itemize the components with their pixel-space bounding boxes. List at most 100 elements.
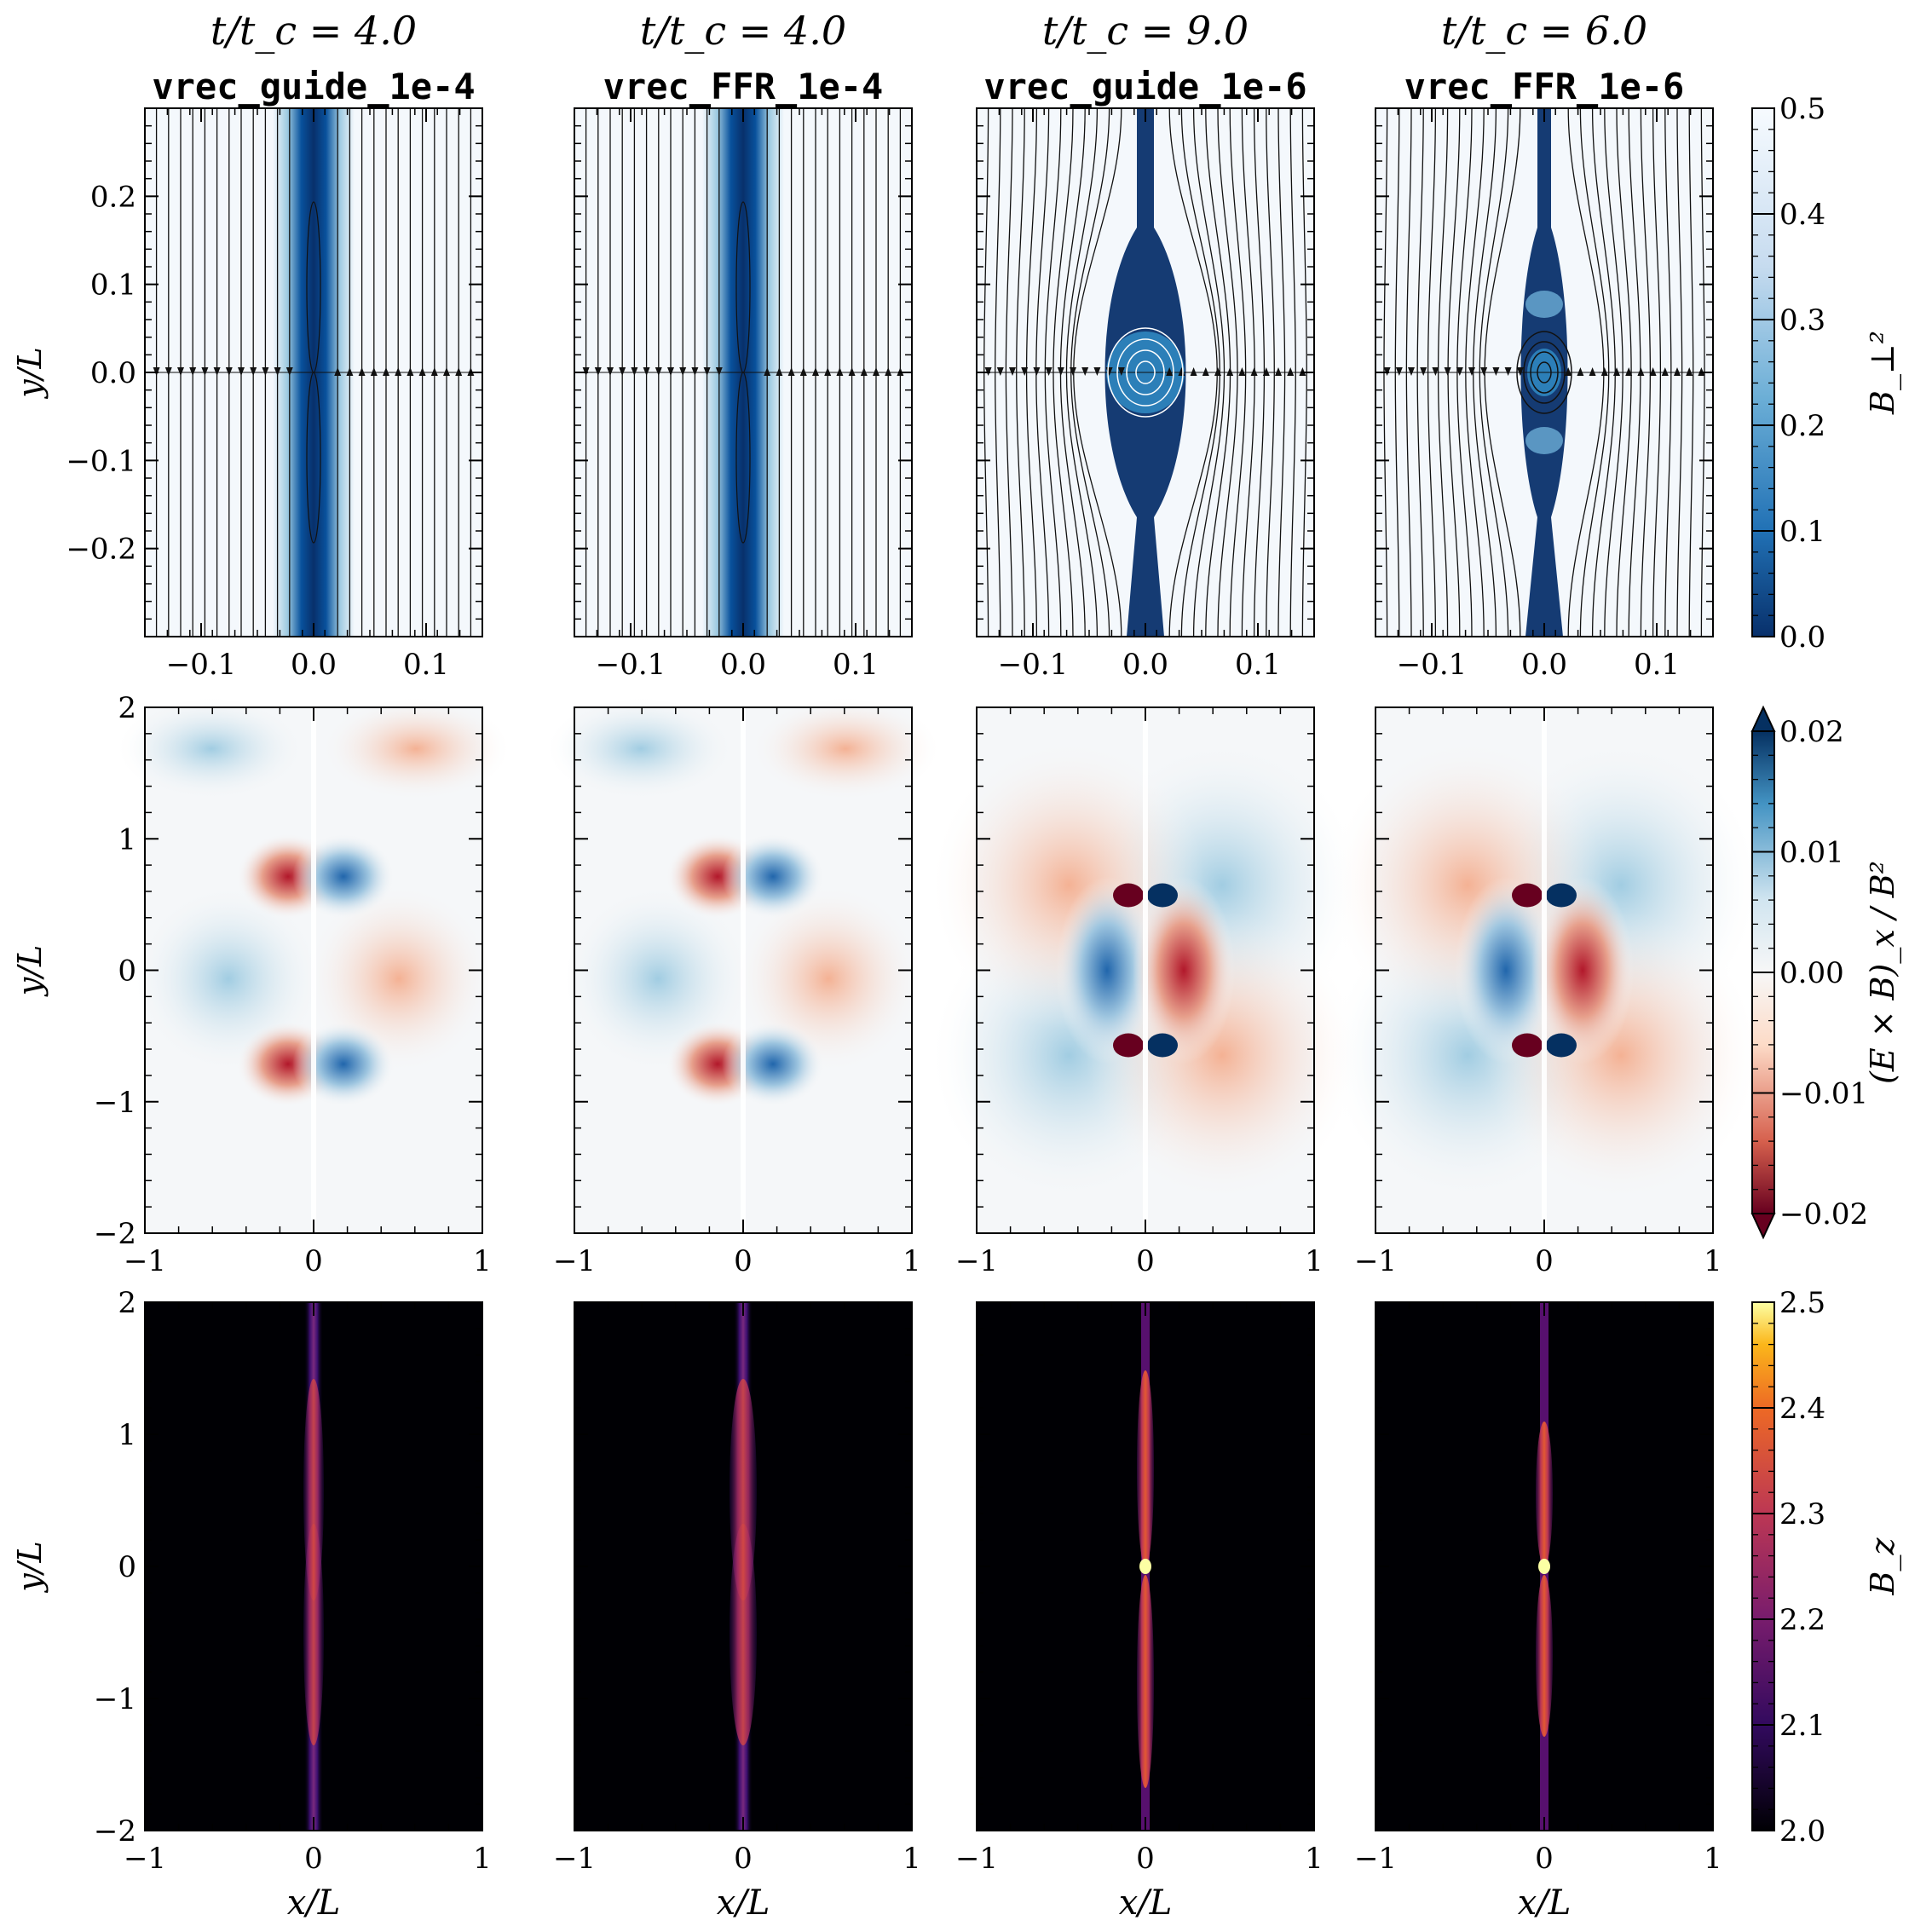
island-loop xyxy=(1530,351,1559,394)
x-tick-label: 0 xyxy=(304,1244,323,1278)
colorbar-tick-label: 0.3 xyxy=(1779,303,1825,337)
x-axis-label: x/L xyxy=(1119,1883,1173,1923)
x-tick-label: 1 xyxy=(1704,1842,1722,1876)
plasmoid xyxy=(1139,1559,1151,1574)
x-axis-label: x/L xyxy=(717,1883,770,1923)
colorbar-tick-label: 2.4 xyxy=(1779,1392,1825,1426)
island-loop xyxy=(1523,341,1566,404)
y-tick-label: 0.1 xyxy=(90,268,136,303)
panel-row3-col3: −1 0 1 x/L xyxy=(955,1301,1324,1923)
field-arrow xyxy=(824,367,832,376)
field-arrow xyxy=(764,367,771,376)
x-tick-label: −0.1 xyxy=(1397,648,1468,682)
y-tick-label: −0.1 xyxy=(66,444,136,478)
panel-row2-col3: −1 0 1 xyxy=(932,706,1358,1278)
field-arrow xyxy=(1045,367,1053,376)
x-tick-label: 0.1 xyxy=(1235,648,1281,682)
island-loop xyxy=(1116,338,1174,407)
x-tick-label: −1 xyxy=(553,1842,596,1876)
y-tick-label: −1 xyxy=(94,1682,136,1716)
field-arrow xyxy=(996,367,1004,376)
field-arrow xyxy=(346,367,354,376)
x-tick-label: 0.1 xyxy=(403,648,449,682)
field-arrow xyxy=(1238,367,1246,376)
column-run-title: vrec_FFR_1e-4 xyxy=(603,66,884,107)
field-arrow xyxy=(1262,367,1270,376)
field-arrow xyxy=(164,367,172,376)
y-axis-label: y/L xyxy=(11,945,49,998)
field-arrow xyxy=(885,367,892,376)
field-arrow xyxy=(1081,367,1089,376)
x-tick-label: 0.0 xyxy=(291,648,337,682)
field-arrow xyxy=(1686,367,1693,376)
colorbar-tick-label: 0.00 xyxy=(1779,956,1844,990)
x-tick-label: 1 xyxy=(1305,1244,1324,1278)
colorbar-tick-label: 0.4 xyxy=(1779,198,1825,232)
colorbar-tick-label: 2.3 xyxy=(1779,1497,1825,1531)
y-tick-label: −1 xyxy=(94,1086,136,1120)
field-arrow xyxy=(455,367,463,376)
x-tick-label: 0 xyxy=(1535,1842,1554,1876)
field-arrow xyxy=(1504,367,1512,376)
colorbar-tick-label: 2.1 xyxy=(1779,1709,1825,1743)
field-arrow xyxy=(189,367,197,376)
x-tick-label: 1 xyxy=(1305,1842,1324,1876)
field-arrow xyxy=(1613,367,1620,376)
x-tick-label: 1 xyxy=(473,1244,492,1278)
field-arrow xyxy=(1649,367,1657,376)
colorbar-tick-label: 0.01 xyxy=(1779,836,1844,870)
y-tick-label: −2 xyxy=(94,1217,136,1251)
field-arrow xyxy=(274,367,281,376)
field-arrow xyxy=(1480,367,1488,376)
x-tick-label: 0.0 xyxy=(720,648,766,682)
panel-row1-col2: −0.1 0.0 0.1 xyxy=(574,107,913,682)
panel-row3-col2: −1 0 1 x/L xyxy=(553,1301,921,1923)
column-time-title: t/t_c = 4.0 xyxy=(211,8,417,54)
colorbar-label: B_⊥² xyxy=(1864,331,1902,415)
island-loop xyxy=(1537,361,1552,384)
field-arrow xyxy=(715,367,723,376)
field-arrow xyxy=(1432,367,1439,376)
field-arrow xyxy=(177,367,184,376)
x-tick-label: −1 xyxy=(955,1842,998,1876)
field-arrow xyxy=(667,367,674,376)
field-arrow xyxy=(1275,367,1282,376)
y-tick-label: 0 xyxy=(118,1550,136,1584)
x-tick-label: −0.1 xyxy=(596,648,666,682)
colorbar-tick-label: 0.5 xyxy=(1779,92,1825,126)
colorbar-tick-label: 0.1 xyxy=(1779,515,1825,549)
field-arrow xyxy=(1589,367,1596,376)
field-arrow xyxy=(860,367,868,376)
field-arrow xyxy=(799,367,807,376)
column-time-title: t/t_c = 6.0 xyxy=(1441,8,1647,54)
x-tick-label: −1 xyxy=(955,1244,998,1278)
field-arrow xyxy=(443,367,450,376)
field-arrow xyxy=(1492,367,1500,376)
field-arrow xyxy=(1577,367,1584,376)
field-arrow xyxy=(395,367,402,376)
colorbar-tick-label: 2.2 xyxy=(1779,1603,1825,1637)
field-arrow xyxy=(1395,367,1403,376)
field-arrow xyxy=(619,367,626,376)
y-tick-label: 0 xyxy=(118,954,136,989)
field-arrow xyxy=(418,367,426,376)
field-arrow xyxy=(848,367,856,376)
field-arrow xyxy=(1516,367,1524,376)
field-arrow xyxy=(679,367,687,376)
field-arrow xyxy=(1250,367,1258,376)
y-tick-label: 0.2 xyxy=(90,180,136,214)
field-arrow xyxy=(1287,367,1295,376)
current-sheet xyxy=(311,707,316,1233)
field-arrow xyxy=(643,367,650,376)
x-tick-label: −1 xyxy=(124,1842,166,1876)
field-arrow xyxy=(1093,367,1101,376)
panel-row1-col4: −0.1 0.0 0.1 xyxy=(1375,107,1714,682)
field-arrow xyxy=(1166,367,1174,376)
field-arrow xyxy=(631,367,638,376)
field-arrow xyxy=(1625,367,1633,376)
panel-row2-col4: −1 0 1 xyxy=(1331,706,1757,1278)
field-arrow xyxy=(1674,367,1681,376)
colorbar-row3: 2.0 2.1 2.2 2.3 2.4 2.5 B_z xyxy=(1751,1286,1902,1848)
colorbar-extend-min xyxy=(1750,1213,1776,1240)
island-loop xyxy=(1126,349,1165,395)
